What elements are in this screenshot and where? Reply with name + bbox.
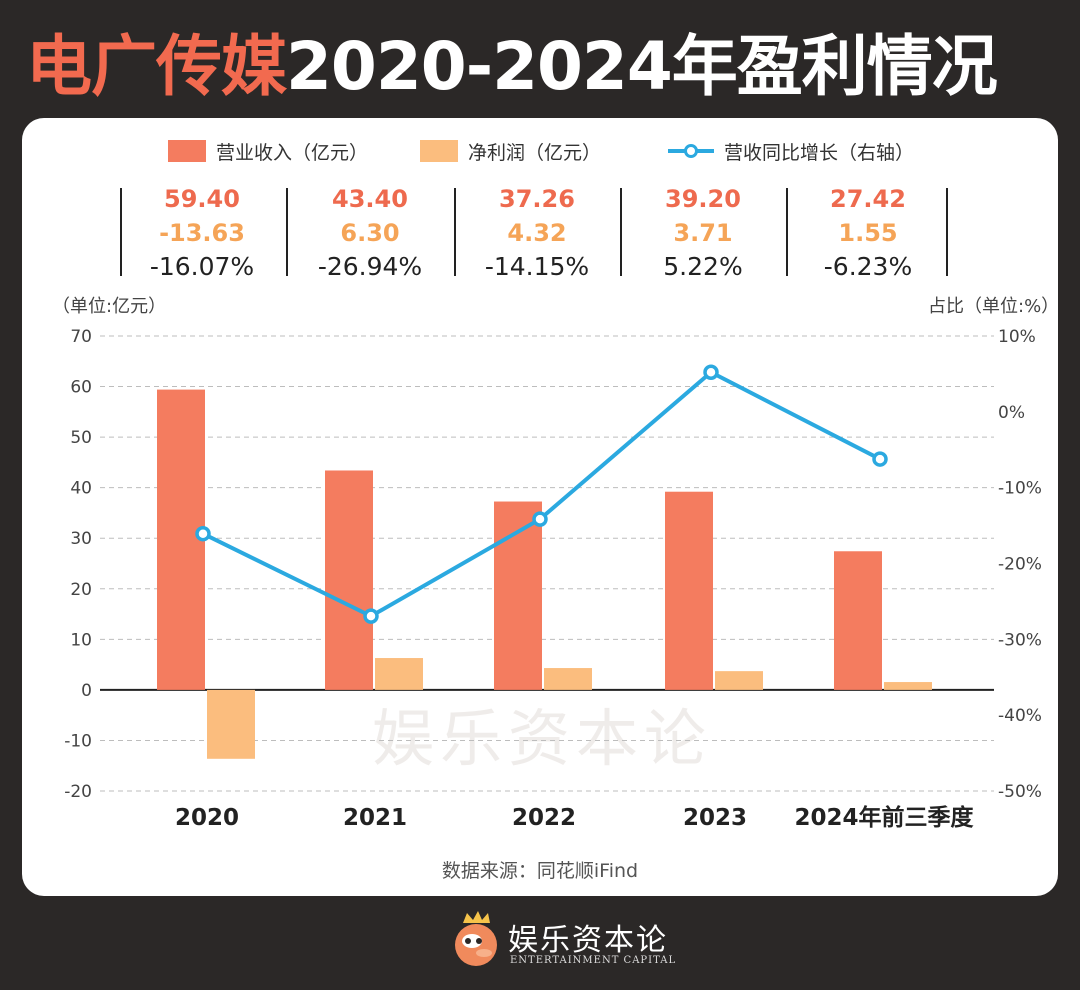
stat-yoy: -26.94% [317, 252, 423, 281]
y-tick-label-left: 60 [70, 378, 92, 398]
y-tick-label-right: -30% [998, 630, 1042, 650]
stat-revenue: 59.40 [164, 185, 240, 213]
y-tick-label-left: -20 [64, 782, 92, 802]
stat-net-profit: 4.32 [507, 219, 567, 247]
stat-column-2022: 37.26 4.32 -14.15% [453, 182, 621, 284]
stat-column-2023: 39.20 3.71 5.22% [619, 182, 787, 284]
stat-net-profit: 6.30 [340, 219, 400, 247]
legend-label-revenue: 营业收入（亿元） [216, 141, 369, 164]
stat-net-profit: 3.71 [673, 219, 733, 247]
stats-divider [946, 188, 948, 276]
yoy-point [363, 608, 379, 624]
stat-column-2024: 27.42 1.55 -6.23% [784, 182, 952, 284]
y-tick-label-left: 30 [70, 529, 92, 549]
legend-item-net-profit: 净利润（亿元） [420, 136, 601, 166]
stat-revenue: 27.42 [830, 185, 906, 213]
yoy-point [532, 511, 548, 527]
stat-net-profit: -13.63 [159, 219, 245, 247]
revenue-bar [157, 389, 205, 690]
x-tick-label: 2024年前三季度 [794, 804, 974, 831]
stat-column-2021: 43.40 6.30 -26.94% [286, 182, 454, 284]
title-period: 2020-2024年盈利情况 [286, 28, 998, 105]
yoy-point [872, 451, 888, 467]
revenue-bar [325, 470, 373, 690]
watermark-text: 娱乐资本论 [372, 702, 713, 775]
net-profit-bar [544, 668, 592, 690]
y-tick-label-right: -20% [998, 555, 1042, 575]
y-tick-label-left: 70 [70, 327, 92, 347]
stat-net-profit: 1.55 [838, 219, 898, 247]
data-source: 数据来源：同花顺iFind [441, 860, 639, 882]
yoy-point [195, 525, 211, 542]
stat-yoy: -16.07% [149, 252, 255, 281]
footer: 娱乐资本论 ENTERTAINMENT CAPITAL [0, 905, 1080, 975]
x-tick-label: 2020 [175, 805, 239, 831]
y-tick-label-left: 20 [70, 580, 92, 600]
y-tick-label-right: -50% [998, 782, 1042, 802]
chart-title: 电广传媒2020-2024年盈利情况 [26, 22, 998, 112]
legend-item-yoy: 营收同比增长（右轴） [668, 136, 914, 166]
net-profit-bar [884, 682, 932, 690]
x-tick-label: 2021 [343, 805, 407, 831]
y-tick-label-left: 0 [81, 681, 92, 701]
stats-divider [120, 188, 122, 276]
y-tick-label-right: -40% [998, 706, 1042, 726]
title-company: 电广传媒 [26, 28, 287, 105]
stats-divider [286, 188, 288, 276]
stat-revenue: 43.40 [332, 185, 408, 213]
x-tick-label: 2022 [512, 805, 576, 831]
stat-yoy: 5.22% [663, 252, 743, 281]
footer-brand-name: 娱乐资本论 [508, 923, 668, 958]
stat-column-2020: 59.40 -13.63 -16.07% [118, 182, 286, 284]
chart-card: 娱乐资本论 营业收入（亿元） 净利润（亿元） 营收同比增长（右轴） 59.40 … [22, 118, 1058, 896]
combo-chart: -20 -10 0 10 20 30 40 50 60 70 -50% -40% -30% -20% -10… [64, 327, 1042, 831]
stats-table: 59.40 -13.63 -16.07% 43.40 6.30 -26.94% … [22, 182, 1058, 281]
stat-revenue: 39.20 [665, 185, 741, 213]
legend-swatch-yoy [668, 140, 714, 162]
footer-brand-subtitle: ENTERTAINMENT CAPITAL [510, 955, 677, 966]
yoy-point [703, 364, 719, 380]
revenue-bar [834, 551, 882, 690]
stat-revenue: 37.26 [499, 185, 575, 213]
y-tick-label-right: -10% [998, 479, 1042, 499]
y-tick-label-right: 0% [998, 403, 1025, 423]
y-tick-label-left: 40 [70, 479, 92, 499]
legend-item-revenue: 营业收入（亿元） [168, 136, 368, 166]
net-profit-bar [375, 658, 423, 690]
net-profit-bar [207, 689, 255, 759]
x-tick-label: 2023 [683, 805, 747, 831]
legend-label-yoy: 营收同比增长（右轴） [724, 141, 915, 164]
stats-divider [454, 188, 456, 276]
mascot-logo-icon [455, 911, 497, 966]
stats-divider [620, 188, 622, 276]
left-axis-unit: （单位:亿元） [52, 296, 167, 317]
revenue-bar [665, 491, 713, 690]
y-tick-label-left: -10 [64, 731, 92, 751]
legend-swatch-revenue [168, 140, 206, 162]
stats-divider [786, 188, 788, 276]
chart-legend: 营业收入（亿元） 净利润（亿元） 营收同比增长（右轴） [22, 136, 1058, 166]
legend-label-net-profit: 净利润（亿元） [468, 141, 602, 164]
stat-yoy: -6.23% [823, 252, 913, 281]
y-tick-label-left: 10 [70, 630, 92, 650]
y-tick-label-right: 10% [998, 327, 1036, 347]
y-tick-label-left: 50 [70, 428, 92, 448]
net-profit-bar [715, 671, 763, 690]
right-axis-unit: 占比（单位:%） [928, 296, 1058, 317]
stat-yoy: -14.15% [484, 252, 590, 281]
legend-swatch-net-profit [420, 140, 458, 162]
